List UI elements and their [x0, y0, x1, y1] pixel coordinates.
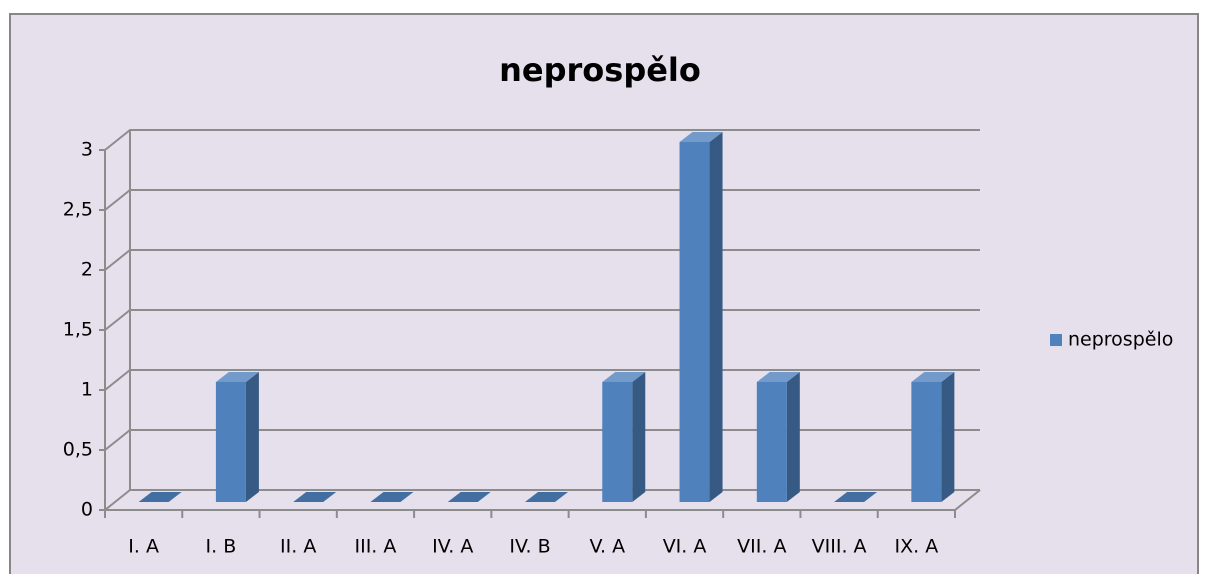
chart-title: neprospělo	[499, 51, 701, 89]
bar-top	[447, 492, 491, 502]
y-tick-label: 3	[81, 139, 93, 161]
bar-front	[756, 382, 787, 502]
legend-label: neprospělo	[1068, 329, 1173, 351]
x-tick-label: IV. B	[509, 536, 550, 558]
bar-top	[679, 132, 723, 142]
bar-side	[245, 372, 259, 502]
bar-top	[834, 492, 878, 502]
bar	[447, 492, 491, 502]
x-tick-label: I. B	[206, 536, 237, 558]
bar-top	[602, 372, 646, 382]
x-tick-label: I. A	[128, 536, 159, 558]
bar	[679, 132, 723, 502]
x-tick-label: II. A	[280, 536, 316, 558]
bar-side	[632, 372, 646, 502]
bar-front	[911, 382, 942, 502]
x-tick-label: III. A	[355, 536, 397, 558]
bar-top	[138, 492, 182, 502]
grid-line	[104, 129, 980, 151]
x-tick-label: VI. A	[663, 536, 707, 558]
bar-top	[911, 372, 955, 382]
x-tick-label: IX. A	[895, 536, 939, 558]
bar-front	[679, 142, 710, 502]
bar-top	[525, 492, 568, 502]
bar-front	[215, 382, 246, 502]
y-tick-label: 2,5	[63, 199, 93, 221]
bar	[756, 372, 800, 502]
bar	[370, 492, 414, 502]
bar-top	[215, 372, 259, 382]
bar	[138, 492, 182, 502]
y-tick-label: 0	[81, 499, 93, 521]
bar	[525, 492, 568, 502]
legend-swatch	[1050, 334, 1062, 346]
x-tick-label: VII. A	[737, 536, 786, 558]
bar	[602, 372, 646, 502]
x-tick-label: VIII. A	[812, 536, 867, 558]
bar	[834, 492, 878, 502]
x-tick-label: V. A	[589, 536, 625, 558]
bar	[293, 492, 337, 502]
bar-side	[941, 372, 955, 502]
bar-front	[602, 382, 633, 502]
bar-top	[370, 492, 414, 502]
bar-top	[756, 372, 800, 382]
bar	[911, 372, 955, 502]
bar-side	[786, 372, 800, 502]
bar-top	[293, 492, 337, 502]
bar	[215, 372, 259, 502]
y-tick-label: 2	[81, 259, 93, 281]
y-tick-label: 1	[81, 379, 93, 401]
x-tick-label: IV. A	[432, 536, 473, 558]
bar-side	[709, 132, 723, 502]
y-tick-label: 1,5	[63, 319, 93, 341]
y-tick-label: 0,5	[63, 439, 93, 461]
